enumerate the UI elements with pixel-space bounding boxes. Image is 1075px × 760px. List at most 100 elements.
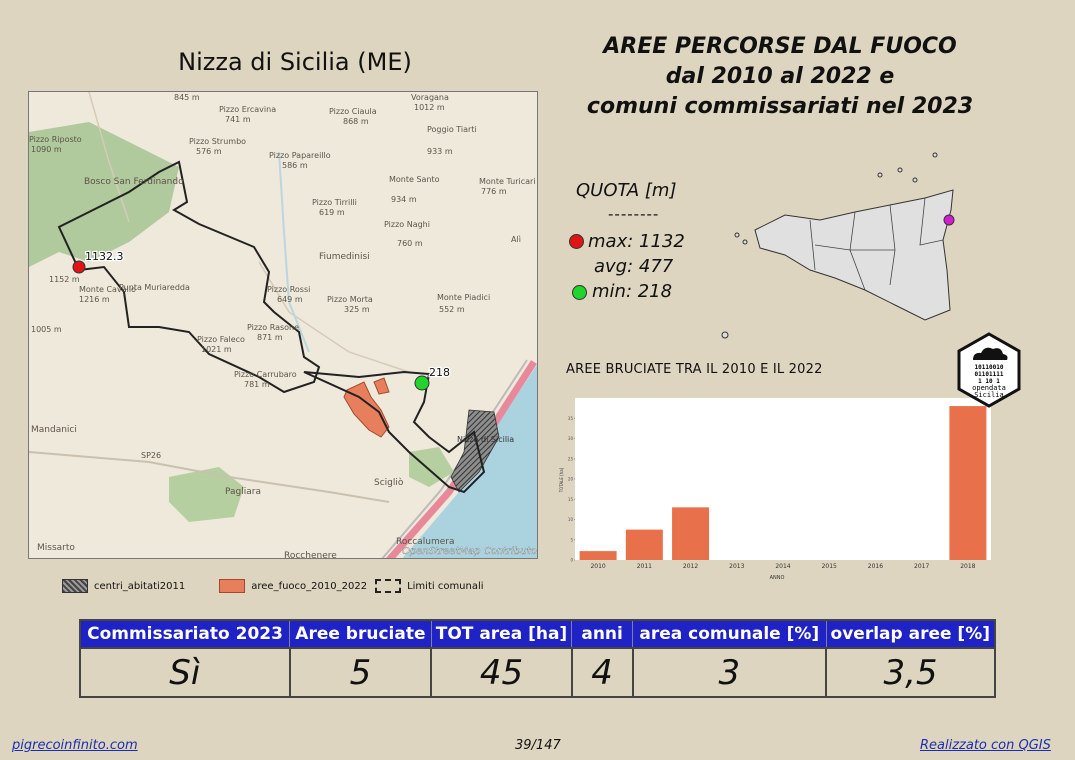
sicily-island (754, 189, 954, 321)
map-label: 871 m (257, 333, 283, 342)
map-label: 781 m (244, 380, 270, 389)
road (88, 92, 130, 223)
chart-y-ticks: 0 5 10 15 20 25 30 35 (568, 416, 575, 563)
elevation-avg: avg: 477 (594, 256, 674, 277)
inhabited-center (450, 409, 500, 493)
map-label: 576 m (196, 147, 222, 156)
map-label: Nizza di Sicilia (457, 435, 514, 444)
map-label: 741 m (225, 115, 251, 124)
svg-text:1 10 1: 1 10 1 (978, 378, 1000, 385)
map-label: Pizzo Rossi (267, 285, 310, 294)
svg-text:Sicilia: Sicilia (974, 391, 1004, 399)
map-label: Pizzo Tirrilli (312, 198, 357, 207)
sea (402, 365, 537, 558)
map-label: 845 m (174, 93, 200, 102)
map-label: 868 m (343, 117, 369, 126)
map-label: 1090 m (31, 145, 62, 154)
legend-item-limiti: Limiti comunali (375, 579, 484, 593)
bar-2011 (625, 529, 663, 560)
map-label: Pizzo Morta (327, 295, 373, 304)
header-commissariato: Commissariato 2023 (79, 619, 291, 649)
map-label: Missarto (37, 543, 75, 553)
map-label: 325 m (344, 305, 370, 314)
elevation-title: QUOTA [m] (576, 180, 677, 201)
map-label: Pizzo Carrubaro (234, 370, 297, 379)
x-tick-2011: 2011 (637, 563, 652, 570)
chart-x-label: ANNO (770, 575, 785, 581)
map-label: Monte Santo (389, 175, 440, 184)
chart-title: AREE BRUCIATE TRA IL 2010 E IL 2022 (566, 362, 823, 377)
bar-2010 (579, 551, 617, 560)
value-tot-area: 45 (430, 647, 573, 698)
y-tick-10: 10 (568, 517, 574, 522)
value-area-comunale: 3 (631, 647, 828, 698)
forest-area-east (409, 447, 454, 487)
stats-table: Commissariato 2023 Aree bruciate TOT are… (79, 619, 996, 698)
fire-swatch-icon (219, 579, 246, 593)
bar-2012 (672, 507, 710, 560)
map-label: Alì (511, 235, 521, 244)
municipality-map[interactable]: 845 m Pizzo Ercavina 741 m Pizzo Ciaula … (28, 91, 538, 559)
elevation-max: max: 1132 (588, 231, 685, 252)
y-tick-25: 25 (568, 456, 574, 461)
map-label: Monte Turicari (479, 177, 536, 186)
x-tick-2014: 2014 (775, 563, 790, 570)
legend-item-fuoco: aree_fuoco_2010_2022 (193, 579, 367, 593)
max-elevation-point (72, 260, 86, 274)
legend-item-centri: centri_abitati2011 (62, 579, 185, 593)
map-legend: centri_abitati2011 aree_fuoco_2010_2022 … (62, 578, 492, 594)
qgis-link[interactable]: Realizzato con QGIS (920, 738, 1051, 753)
svg-text:10110010: 10110010 (975, 364, 1004, 371)
map-title: Nizza di Sicilia (ME) (178, 48, 412, 76)
value-anni: 4 (570, 647, 634, 698)
x-tick-2018: 2018 (960, 563, 975, 570)
forest-area (29, 122, 179, 267)
min-elevation-point (414, 375, 430, 391)
header-overlap: overlap aree [%] (825, 619, 996, 649)
map-label: Pizzo Ciaula (329, 107, 377, 116)
main-title: AREE PERCORSE DAL FUOCO dal 2010 al 2022… (560, 32, 1000, 122)
map-label: Pizzo Faleco (197, 335, 245, 344)
road (258, 261, 410, 373)
boundary-swatch-icon (375, 579, 402, 593)
map-label: Punta Muriaredda (119, 283, 190, 292)
chart-y-label: TOTALE [ha] (559, 467, 564, 493)
province-borders (809, 197, 944, 291)
svg-text:opendata: opendata (972, 384, 1006, 392)
map-label: Pizzo Rasone (247, 323, 299, 332)
main-title-line-2: dal 2010 al 2022 e (665, 64, 895, 89)
svg-text:01101111: 01101111 (975, 371, 1004, 378)
map-label: Pizzo Riposto (29, 135, 82, 144)
y-tick-0: 0 (570, 558, 573, 563)
map-label: 1021 m (201, 345, 232, 354)
map-label: 1216 m (79, 295, 110, 304)
map-label: Voragana (411, 93, 449, 102)
fire-area (373, 377, 390, 395)
road (29, 451, 390, 503)
map-label: Scigliò (374, 477, 404, 488)
y-tick-30: 30 (568, 436, 574, 441)
map-label: Rocchenere (284, 551, 337, 559)
header-anni: anni (571, 619, 634, 649)
header-area-comunale: area comunale [%] (632, 619, 827, 649)
map-label: Pizzo Ercavina (219, 105, 276, 114)
map-label: 934 m (391, 195, 417, 204)
map-label: 552 m (439, 305, 465, 314)
map-label: Roccalumera (396, 537, 455, 547)
max-dot-icon (569, 234, 584, 249)
map-label: Pizzo Papareillo (269, 151, 331, 160)
map-label: 1152 m (49, 275, 80, 284)
map-label: Pagliara (225, 487, 261, 497)
map-label: 649 m (277, 295, 303, 304)
x-tick-2013: 2013 (729, 563, 744, 570)
site-link[interactable]: pigrecoinfinito.com (12, 738, 138, 753)
x-tick-2017: 2017 (914, 563, 929, 570)
main-title-line-3: comuni commissariati nel 2023 (586, 94, 974, 119)
y-tick-20: 20 (568, 477, 574, 482)
sicily-locator-map (721, 152, 955, 339)
header-aree-bruciate: Aree bruciate (289, 619, 432, 649)
cloud-icon (973, 347, 1008, 360)
min-dot-icon (572, 285, 587, 300)
stats-value-row: Sì 5 45 4 3 3,5 (79, 647, 996, 698)
